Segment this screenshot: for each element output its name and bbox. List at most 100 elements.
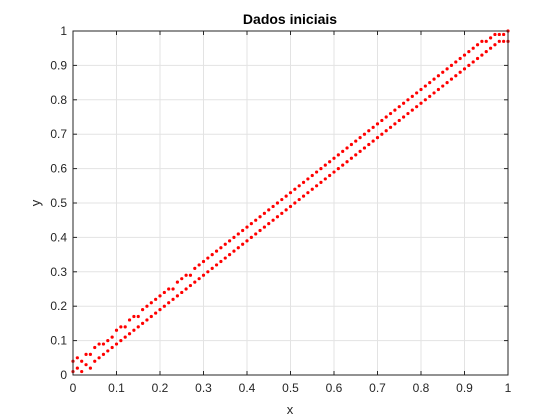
data-point bbox=[332, 170, 336, 174]
data-point bbox=[219, 246, 223, 250]
data-point bbox=[193, 266, 197, 270]
y-tick-label: 0.4 bbox=[50, 230, 67, 244]
x-tick-label: 0.3 bbox=[195, 381, 212, 395]
data-point bbox=[475, 56, 480, 61]
y-tick-label: 0 bbox=[60, 368, 67, 382]
data-point bbox=[293, 187, 297, 191]
data-point bbox=[123, 335, 127, 339]
data-point bbox=[223, 242, 227, 246]
y-tick-label: 1 bbox=[60, 24, 67, 38]
data-point bbox=[315, 170, 319, 174]
data-point bbox=[428, 81, 432, 85]
data-point bbox=[158, 308, 162, 312]
data-point bbox=[358, 136, 362, 140]
data-point bbox=[223, 256, 227, 260]
data-point bbox=[141, 308, 145, 312]
y-tick-label: 0.8 bbox=[50, 93, 67, 107]
data-point bbox=[275, 201, 280, 205]
data-point bbox=[467, 50, 471, 54]
data-point bbox=[228, 253, 232, 257]
data-point bbox=[193, 280, 197, 284]
data-point bbox=[345, 146, 349, 150]
data-point bbox=[167, 301, 171, 305]
data-point bbox=[402, 101, 406, 105]
data-point bbox=[454, 74, 458, 78]
data-point bbox=[206, 270, 210, 274]
data-point bbox=[241, 228, 245, 233]
x-tick-label: 0 bbox=[70, 381, 77, 395]
data-point bbox=[475, 43, 480, 47]
data-point bbox=[301, 194, 306, 198]
x-tick-labels: 0 0.1 0.2 0.3 0.4 0.5 0.6 0.7 0.8 0.9 1 bbox=[70, 381, 512, 395]
data-point bbox=[175, 294, 179, 298]
data-point bbox=[188, 283, 193, 288]
tick-marks bbox=[72, 30, 509, 376]
data-point bbox=[245, 225, 249, 229]
x-tick-label: 0.4 bbox=[239, 381, 256, 395]
data-point bbox=[428, 94, 432, 98]
data-point bbox=[384, 129, 388, 133]
y-tick-label: 0.6 bbox=[50, 162, 67, 176]
data-point bbox=[162, 304, 166, 308]
data-point bbox=[380, 118, 384, 123]
data-point bbox=[462, 67, 467, 71]
data-point bbox=[441, 70, 445, 74]
data-point bbox=[458, 56, 462, 61]
data-point bbox=[441, 84, 445, 88]
data-point bbox=[323, 163, 327, 167]
data-point bbox=[271, 218, 275, 222]
data-point bbox=[254, 232, 258, 236]
x-tick-label: 0.1 bbox=[108, 381, 125, 395]
x-tick-label: 1 bbox=[505, 381, 512, 395]
data-point bbox=[188, 273, 193, 277]
data-point bbox=[288, 204, 293, 209]
data-point bbox=[280, 211, 284, 215]
data-point bbox=[297, 197, 301, 202]
data-point bbox=[267, 222, 271, 226]
data-point bbox=[341, 163, 345, 167]
data-point bbox=[345, 160, 349, 164]
data-point bbox=[284, 208, 288, 212]
data-point bbox=[480, 39, 484, 43]
data-point bbox=[106, 339, 110, 343]
data-point bbox=[493, 32, 497, 37]
data-point bbox=[349, 142, 353, 147]
chart-title: Dados iniciais bbox=[243, 11, 337, 27]
data-point bbox=[132, 314, 136, 319]
data-point bbox=[214, 263, 219, 267]
data-point bbox=[149, 301, 153, 305]
data-point bbox=[110, 335, 114, 339]
data-point bbox=[232, 249, 236, 253]
data-point bbox=[262, 211, 266, 215]
data-point bbox=[410, 94, 414, 98]
data-point bbox=[319, 180, 323, 184]
data-point bbox=[423, 98, 427, 102]
data-point bbox=[341, 149, 345, 153]
y-tick-labels: 0 0.1 0.2 0.3 0.4 0.5 0.6 0.7 0.8 0.9 1 bbox=[50, 24, 67, 382]
data-point bbox=[458, 70, 462, 74]
data-point bbox=[493, 43, 497, 47]
x-axis-label: x bbox=[287, 402, 294, 417]
data-point bbox=[171, 287, 175, 291]
data-point bbox=[75, 366, 79, 370]
data-point bbox=[275, 215, 280, 219]
data-point bbox=[489, 46, 493, 50]
data-point bbox=[449, 63, 454, 67]
data-point bbox=[388, 125, 393, 129]
data-point bbox=[145, 304, 149, 308]
data-points bbox=[71, 29, 510, 374]
data-point bbox=[162, 290, 166, 295]
data-point bbox=[114, 328, 119, 332]
data-point bbox=[241, 242, 245, 246]
data-point bbox=[141, 321, 145, 325]
data-point bbox=[180, 290, 184, 295]
y-tick-label: 0.2 bbox=[50, 299, 67, 313]
data-point bbox=[288, 191, 293, 195]
data-point bbox=[236, 232, 240, 236]
data-point bbox=[484, 50, 488, 54]
x-tick-label: 0.5 bbox=[282, 381, 299, 395]
data-point bbox=[362, 132, 367, 136]
data-point bbox=[206, 256, 210, 260]
data-point bbox=[310, 187, 314, 191]
data-point bbox=[228, 239, 232, 243]
